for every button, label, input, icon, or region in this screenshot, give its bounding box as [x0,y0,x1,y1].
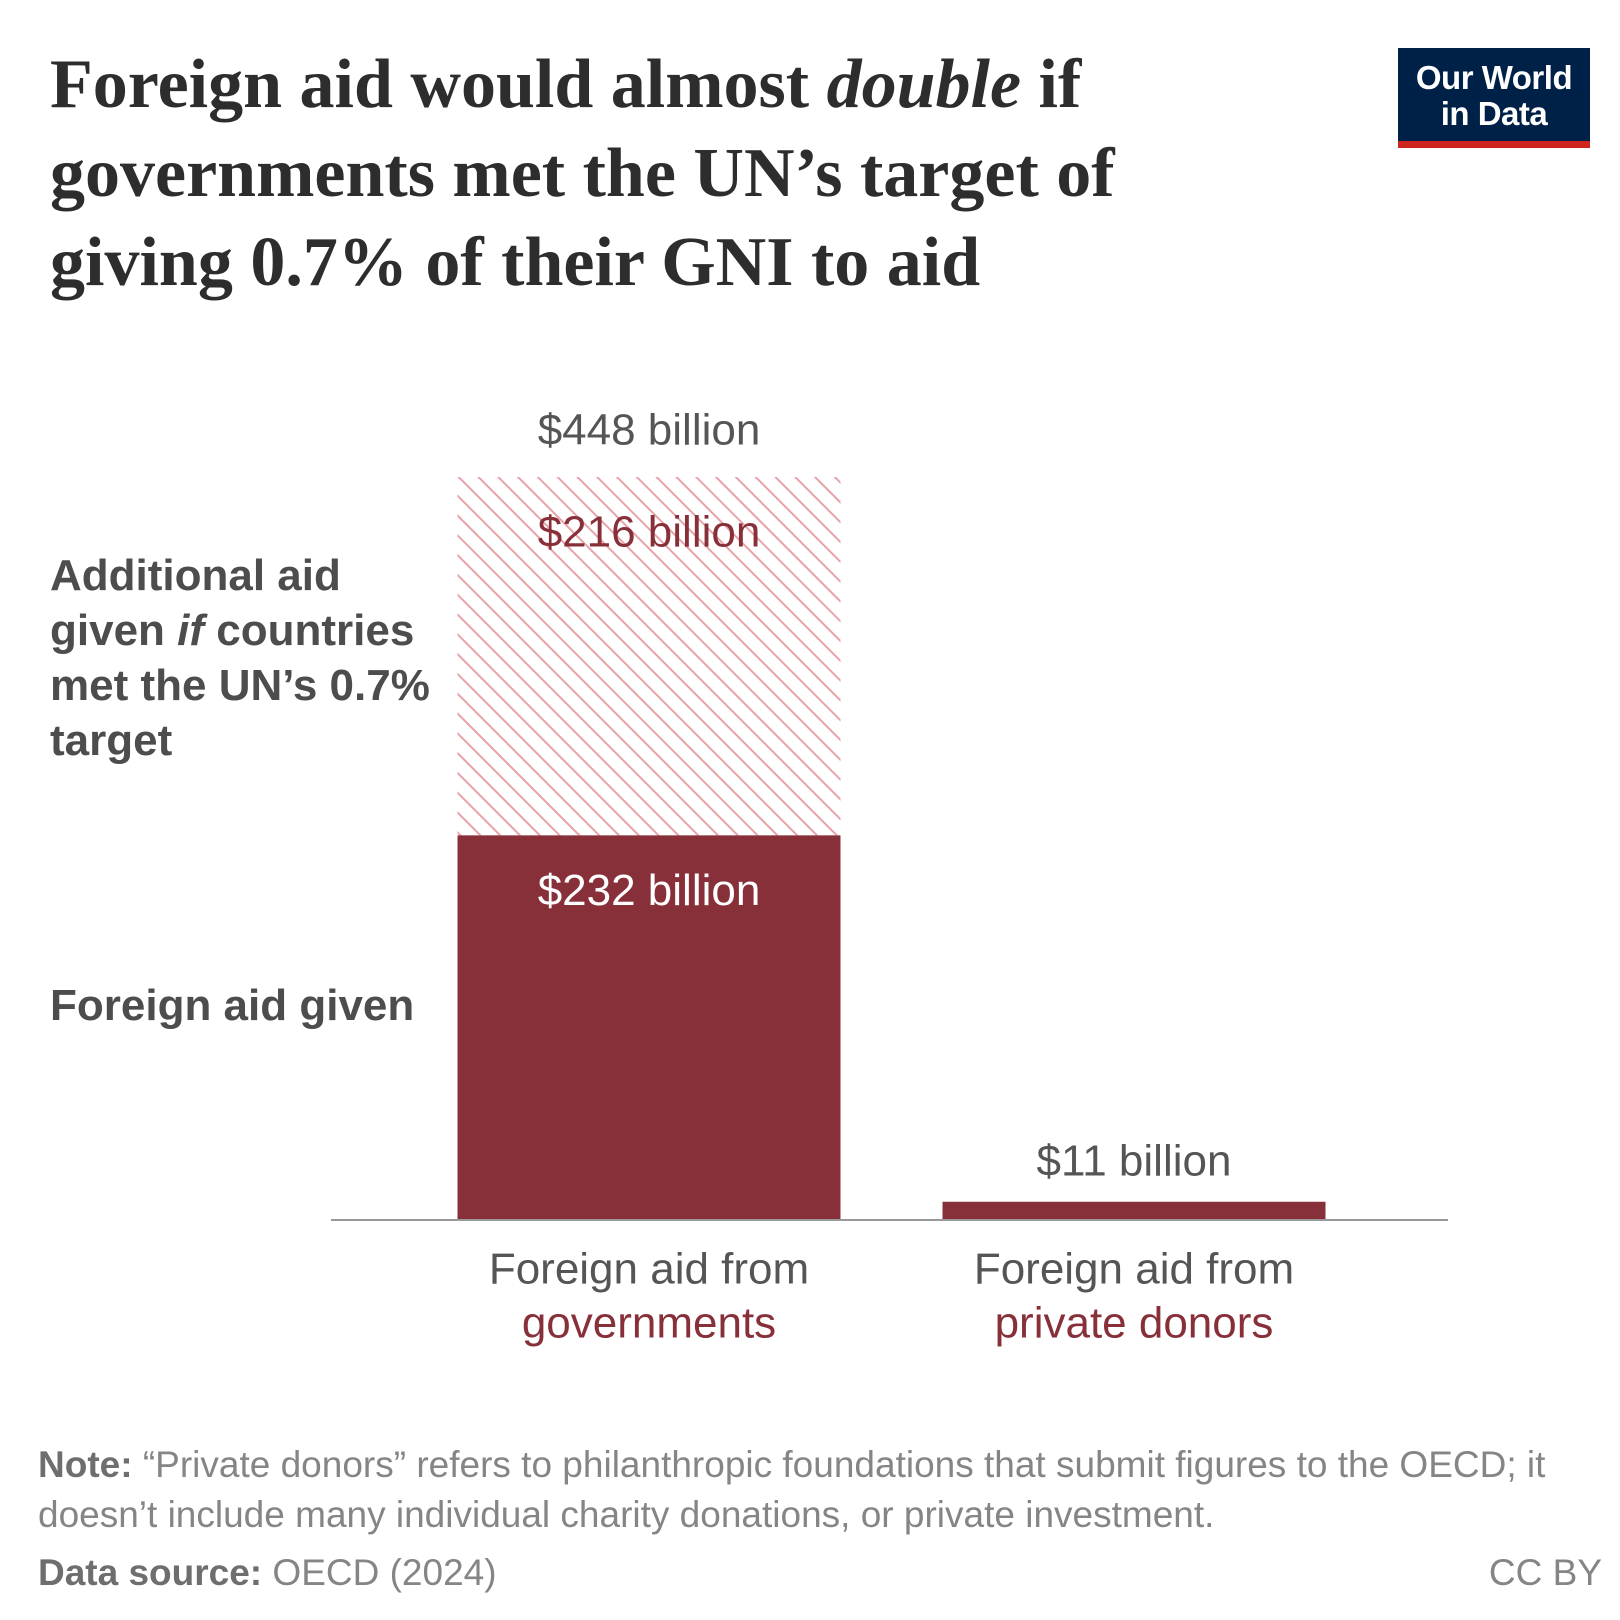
bar-segment [942,1201,1326,1220]
logo-line: Our World [1415,59,1573,96]
x-tick-label: governments [522,1299,776,1348]
bar-segment [457,477,841,836]
total-label: $448 billion [538,406,761,455]
legend-label: Foreign aid given [50,981,415,1030]
legend-label: Additional aid given if countries met th… [50,551,430,765]
bar-segment [457,835,841,1220]
x-tick-label: Foreign aid from [974,1245,1294,1294]
license: CC BY [1488,1552,1602,1593]
note: Note: “Private donors” refers to philant… [38,1440,1598,1540]
x-tick-label: private donors [995,1299,1274,1348]
chart: $232 billion $11 billion $216 billion $448 … [331,406,1448,1348]
note-label: Note: [38,1444,133,1485]
value-label: $216 billion [538,508,761,557]
logo-line: in Data [1440,95,1548,132]
logo: Our World in Data [1398,48,1590,148]
source: Data source: OECD (2024) [38,1548,1598,1598]
source-text: OECD (2024) [272,1552,497,1593]
value-label: $232 billion [538,866,761,915]
chart-title: Foreign aid would almost double if gover… [50,46,1115,301]
value-label: $11 billion [1037,1136,1232,1185]
note-text: “Private donors” refers to philanthropic… [38,1444,1546,1535]
source-label: Data source: [38,1552,263,1593]
x-tick-label: Foreign aid from [489,1245,809,1294]
